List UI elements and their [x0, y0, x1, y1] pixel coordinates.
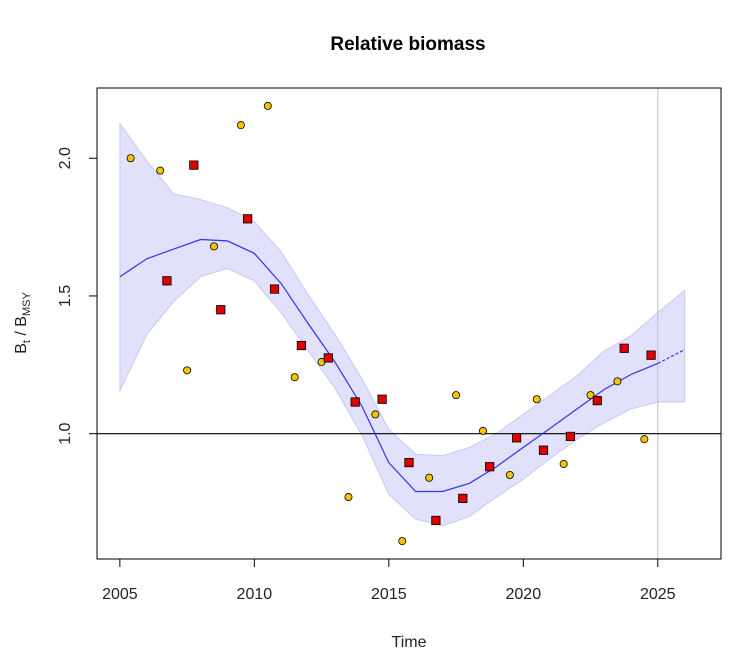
circle-point: [532, 395, 541, 404]
square-point: [511, 433, 522, 443]
circle-point: [156, 166, 165, 175]
fit-line: [119, 238, 659, 493]
circle-point: [398, 537, 407, 546]
circle-point: [478, 426, 487, 435]
y-axis-label: Bt / BMSY: [13, 292, 33, 354]
x-tick-label: 2010: [237, 586, 273, 603]
square-point: [269, 284, 280, 294]
circle-point: [452, 391, 461, 400]
square-point: [565, 431, 575, 442]
square-point: [592, 396, 602, 406]
square-point: [485, 462, 495, 472]
square-point: [243, 214, 253, 224]
square-point: [216, 305, 226, 315]
square-point: [646, 350, 656, 360]
square-point: [323, 353, 333, 363]
circle-point: [209, 242, 218, 251]
square-point: [162, 276, 172, 286]
y-label-sep: / B: [13, 316, 30, 340]
square-point: [538, 445, 549, 455]
x-axis: 2005 2010 2015 2020 2025: [102, 558, 676, 603]
square-point: [404, 457, 414, 468]
fit-line-projection: [657, 349, 685, 364]
x-tick-label: 2025: [640, 586, 676, 603]
square-point: [189, 160, 199, 170]
square-point: [431, 515, 441, 526]
circle-point: [505, 470, 514, 479]
y-axis: 1.0 1.5 2.0: [57, 147, 98, 445]
circle-point: [613, 377, 622, 386]
y-tick-label: 1.0: [57, 422, 74, 444]
circle-point: [344, 493, 353, 502]
x-axis-label: Time: [392, 634, 427, 651]
chart-title: Relative biomass: [330, 34, 485, 55]
confidence-band: [119, 122, 686, 527]
circle-point: [425, 473, 434, 482]
y-tick-label: 1.5: [57, 285, 74, 307]
circle-point: [586, 391, 595, 400]
x-tick-label: 2020: [506, 586, 542, 603]
y-tick-label: 2.0: [57, 147, 74, 169]
square-point: [619, 343, 629, 353]
square-point: [458, 493, 468, 504]
circle-point: [290, 373, 299, 382]
y-label-sub2: MSY: [21, 292, 33, 317]
circle-point: [183, 366, 192, 375]
x-tick-label: 2005: [102, 586, 138, 603]
circle-point: [236, 121, 245, 130]
square-point: [350, 397, 360, 407]
y-label-sub1: t: [21, 340, 33, 343]
circle-point: [263, 101, 272, 110]
square-point: [377, 394, 387, 404]
circle-point: [126, 154, 135, 163]
plot-area: [97, 88, 721, 559]
square-point: [296, 340, 307, 351]
circle-point: [371, 410, 380, 419]
x-tick-label: 2015: [371, 586, 407, 603]
circle-point: [559, 459, 568, 468]
y-label-base: B: [13, 343, 30, 354]
circle-point: [640, 435, 649, 444]
